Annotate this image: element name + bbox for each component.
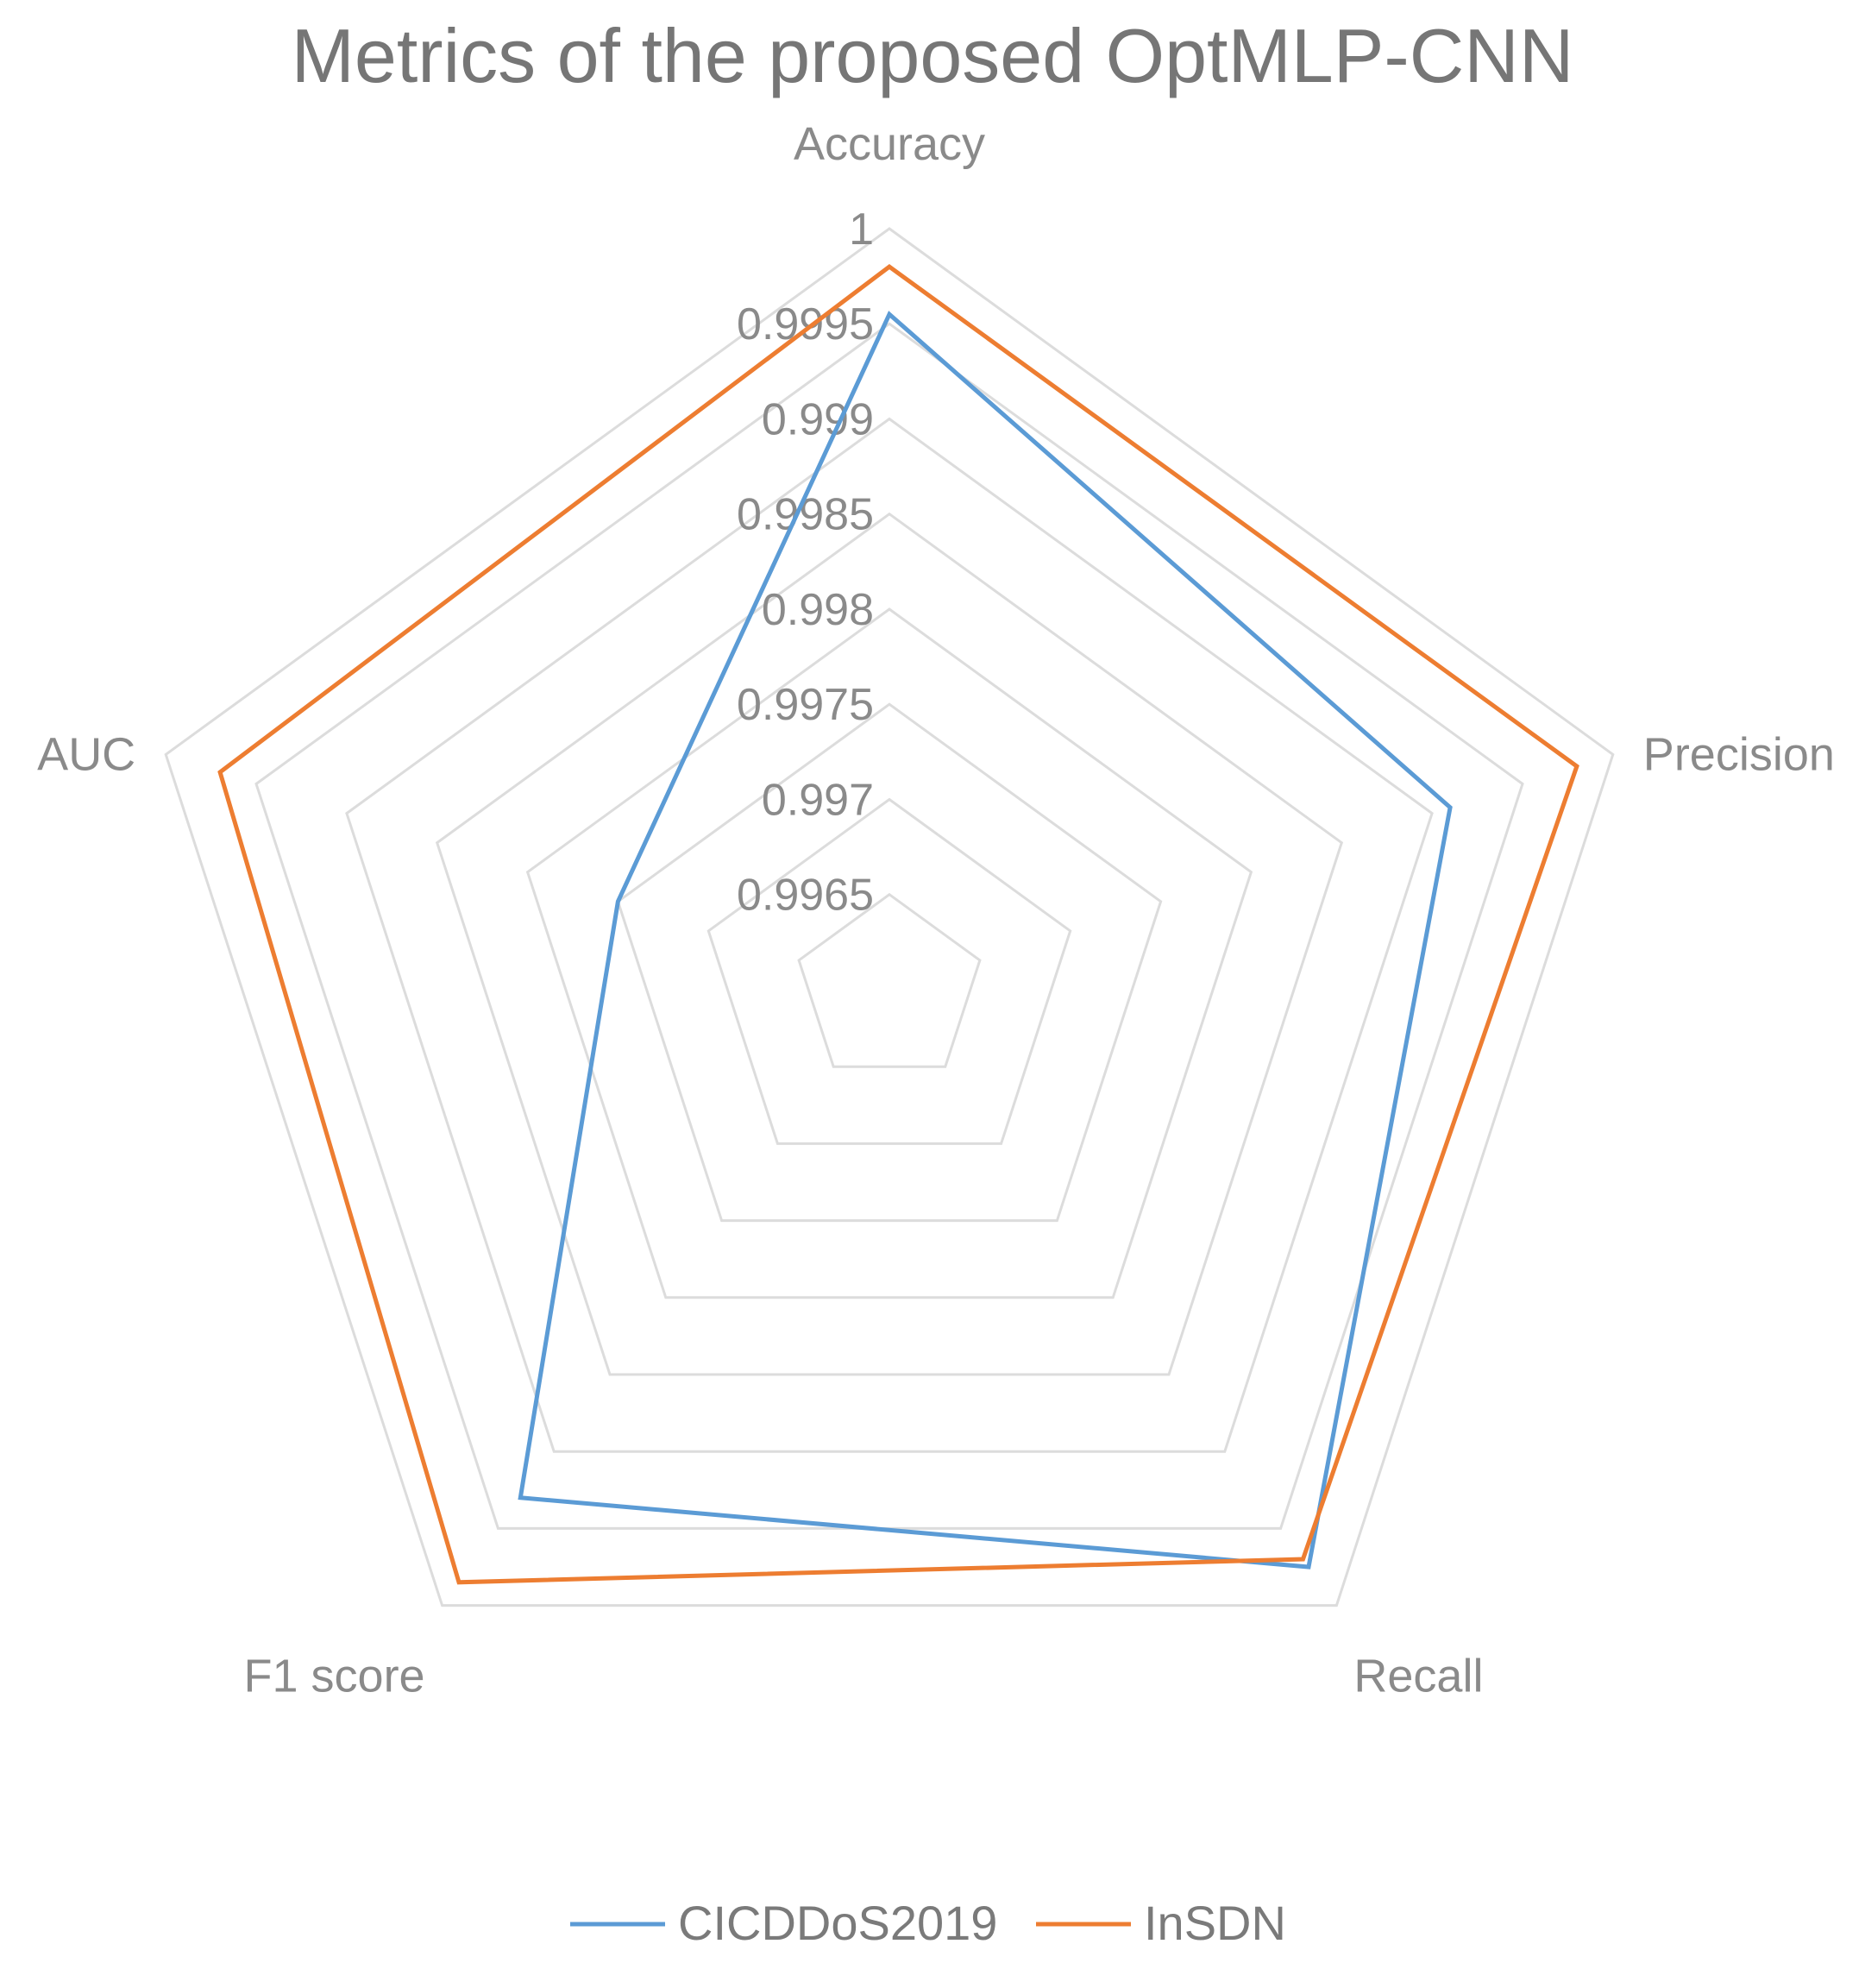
- grid-ring-7: [164, 227, 1615, 1607]
- grid-ring-0: [797, 892, 982, 1068]
- series-line-insdn: [217, 263, 1579, 1585]
- category-label-auc: AUC: [37, 728, 135, 780]
- category-label-precision: Precision: [1643, 728, 1835, 780]
- legend-label-insdn: InSDN: [1144, 1896, 1286, 1950]
- legend-label-cicddos2019: CICDDoS2019: [678, 1896, 997, 1950]
- legend: CICDDoS2019 InSDN: [570, 1896, 1286, 1950]
- grid-ring-5: [345, 417, 1434, 1453]
- tick-label: 0.9975: [737, 680, 874, 730]
- tick-label: 0.997: [762, 776, 874, 826]
- grid-ring-6: [254, 322, 1524, 1530]
- data-series: [217, 263, 1579, 1585]
- tick-label: 0.9995: [737, 299, 874, 349]
- grid-ring-3: [525, 607, 1253, 1299]
- grid-ring-1: [706, 797, 1072, 1145]
- grid-ring-2: [616, 702, 1163, 1223]
- tick-label: 0.9965: [737, 871, 874, 921]
- category-label-recall: Recall: [1353, 1651, 1483, 1702]
- chart-title: Metrics of the proposed OptMLP-CNN: [292, 13, 1574, 98]
- radar-grid: [164, 227, 1615, 1607]
- series-line-cicddos2019: [518, 311, 1453, 1570]
- category-label-f1-score: F1 score: [244, 1651, 425, 1702]
- tick-label: 0.998: [762, 585, 874, 635]
- tick-label: 1: [849, 204, 874, 255]
- category-labels: Accuracy Precision Recall F1 score AUC: [37, 118, 1835, 1702]
- category-label-accuracy: Accuracy: [794, 118, 985, 170]
- tick-label: 0.999: [762, 395, 874, 445]
- grid-ring-4: [435, 512, 1344, 1376]
